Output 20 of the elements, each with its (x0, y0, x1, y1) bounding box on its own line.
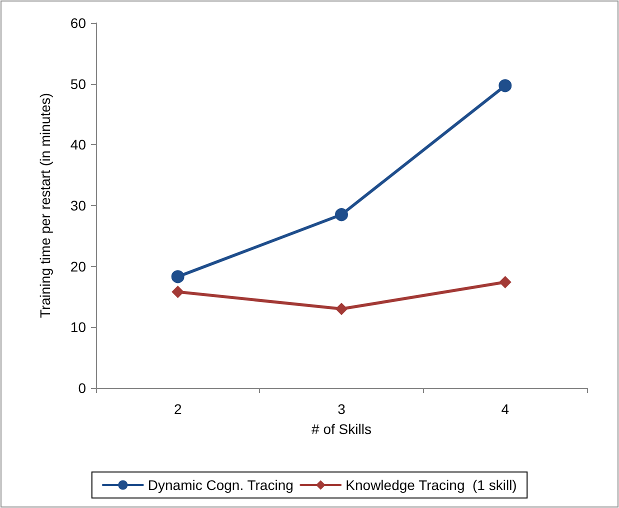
legend-label: Dynamic Cogn. Tracing (148, 477, 294, 493)
y-tick-label: 60 (70, 15, 86, 31)
point (335, 208, 348, 222)
legend-label: Knowledge Tracing (1 skill) (346, 477, 517, 493)
x-axis-title: # of Skills (312, 421, 372, 437)
x-tick-label: 3 (338, 401, 346, 417)
y-tick-label: 50 (70, 76, 86, 92)
y-tick-label: 30 (70, 198, 86, 214)
point (336, 302, 348, 315)
y-tick-label: 20 (70, 258, 86, 274)
point (499, 276, 512, 288)
x-tick-label: 4 (501, 401, 510, 417)
x-tick-label: 2 (174, 401, 182, 417)
y-tick-label: 40 (70, 136, 86, 153)
point (171, 270, 184, 284)
y-axis-title: Training time per restart (in minutes) (37, 92, 53, 318)
point (498, 79, 512, 92)
y-tick-label: 10 (70, 319, 86, 336)
point (172, 286, 184, 298)
y-tick-label: 0 (78, 380, 86, 396)
